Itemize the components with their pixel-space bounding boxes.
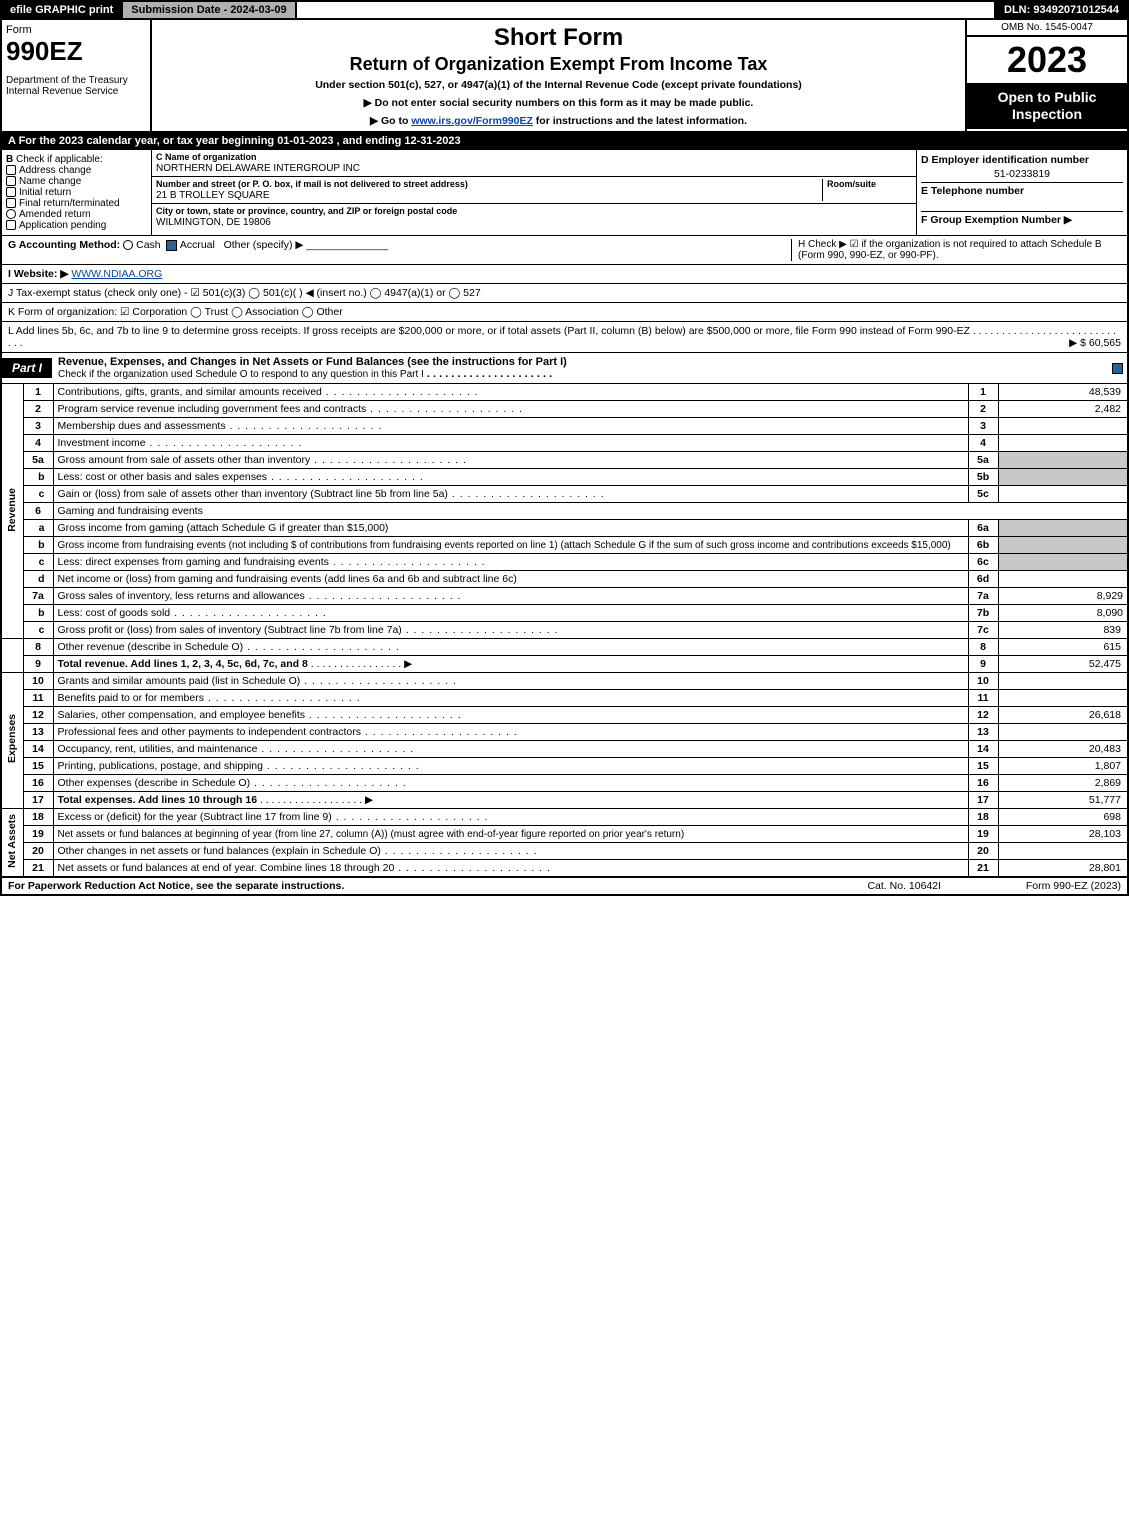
line-17-val: 51,777	[998, 792, 1128, 809]
h-text: H Check ▶ ☑ if the organization is not r…	[791, 239, 1121, 261]
revenue-label: Revenue	[1, 384, 23, 639]
ein: 51-0233819	[921, 166, 1123, 182]
row-gh: G Accounting Method: Cash Accrual Other …	[0, 236, 1129, 265]
col-def: D Employer identification number 51-0233…	[917, 150, 1127, 235]
line-12-val: 26,618	[998, 707, 1128, 724]
dept: Department of the Treasury Internal Reve…	[6, 75, 146, 97]
header-left: Form 990EZ Department of the Treasury In…	[2, 20, 152, 131]
top-bar: efile GRAPHIC print Submission Date - 20…	[0, 0, 1129, 20]
row-l: L Add lines 5b, 6c, and 7b to line 9 to …	[0, 322, 1129, 353]
org-city: WILMINGTON, DE 19806	[156, 217, 271, 228]
expenses-table: Expenses 10Grants and similar amounts pa…	[0, 673, 1129, 809]
row-j: J Tax-exempt status (check only one) - ☑…	[0, 284, 1129, 303]
l-amount: ▶ $ 60,565	[1069, 337, 1121, 349]
warning-ssn: ▶ Do not enter social security numbers o…	[158, 97, 959, 109]
chk-final-return[interactable]	[6, 198, 16, 208]
part1-schedule-o-check[interactable]	[1112, 363, 1123, 374]
line-14-val: 20,483	[998, 741, 1128, 758]
chk-initial-return[interactable]	[6, 187, 16, 197]
irs-link[interactable]: www.irs.gov/Form990EZ	[411, 115, 533, 127]
row-k: K Form of organization: ☑ Corporation ◯ …	[0, 303, 1129, 322]
form-word: Form	[6, 24, 146, 36]
part1-tag: Part I	[2, 358, 52, 378]
line-7a-val: 8,929	[998, 588, 1128, 605]
netassets-label: Net Assets	[1, 809, 23, 877]
subtitle: Under section 501(c), 527, or 4947(a)(1)…	[158, 79, 959, 91]
footer-catno: Cat. No. 10642I	[867, 880, 941, 892]
chk-cash[interactable]	[123, 240, 133, 250]
line-16-val: 2,869	[998, 775, 1128, 792]
line-1-val: 48,539	[998, 384, 1128, 401]
c-city-label: City or town, state or province, country…	[156, 206, 457, 216]
footer-left: For Paperwork Reduction Act Notice, see …	[8, 880, 867, 892]
col-b: B Check if applicable: Address change Na…	[2, 150, 152, 235]
chk-address-change[interactable]	[6, 165, 16, 175]
part1-title: Revenue, Expenses, and Changes in Net As…	[52, 353, 1107, 383]
header-right: OMB No. 1545-0047 2023 Open to Public In…	[967, 20, 1127, 131]
warning-goto: ▶ Go to www.irs.gov/Form990EZ for instru…	[158, 115, 959, 127]
netassets-table: Net Assets 18Excess or (deficit) for the…	[0, 809, 1129, 878]
page-footer: For Paperwork Reduction Act Notice, see …	[0, 878, 1129, 896]
chk-accrual[interactable]	[166, 240, 177, 251]
line-8-val: 615	[998, 639, 1128, 656]
dln: DLN: 93492071012544	[996, 2, 1127, 18]
d-label: D Employer identification number	[921, 154, 1089, 166]
org-name: NORTHERN DELAWARE INTERGROUP INC	[156, 163, 360, 174]
website-link[interactable]: WWW.NDIAA.ORG	[71, 268, 162, 280]
f-label: F Group Exemption Number ▶	[921, 214, 1072, 226]
footer-formref: Form 990-EZ (2023)	[941, 880, 1121, 892]
part1-header: Part I Revenue, Expenses, and Changes in…	[0, 353, 1129, 384]
line-18-val: 698	[998, 809, 1128, 826]
line-15-val: 1,807	[998, 758, 1128, 775]
chk-app-pending[interactable]	[6, 220, 16, 230]
open-to-public: Open to Public Inspection	[967, 83, 1127, 129]
expenses-label: Expenses	[1, 673, 23, 809]
room-label: Room/suite	[827, 179, 876, 189]
header-mid: Short Form Return of Organization Exempt…	[152, 20, 967, 131]
row-a-calendar: A For the 2023 calendar year, or tax yea…	[0, 133, 1129, 150]
line-7b-val: 8,090	[998, 605, 1128, 622]
c-addr-label: Number and street (or P. O. box, if mail…	[156, 179, 468, 189]
c-name-label: C Name of organization	[156, 152, 257, 162]
title-return: Return of Organization Exempt From Incom…	[158, 54, 959, 75]
col-c: C Name of organization NORTHERN DELAWARE…	[152, 150, 917, 235]
line-19-val: 28,103	[998, 826, 1128, 843]
chk-amended[interactable]	[6, 209, 16, 219]
form-header: Form 990EZ Department of the Treasury In…	[0, 20, 1129, 133]
omb-number: OMB No. 1545-0047	[967, 20, 1127, 37]
section-bcdef: B Check if applicable: Address change Na…	[0, 150, 1129, 236]
e-label: E Telephone number	[921, 185, 1024, 197]
form-number: 990EZ	[6, 36, 146, 67]
line-2-val: 2,482	[998, 401, 1128, 418]
line-7c-val: 839	[998, 622, 1128, 639]
tax-year: 2023	[967, 37, 1127, 83]
title-short-form: Short Form	[158, 24, 959, 52]
efile-print[interactable]: efile GRAPHIC print	[2, 2, 123, 18]
row-i: I Website: ▶ WWW.NDIAA.ORG	[0, 265, 1129, 284]
revenue-table: Revenue 1Contributions, gifts, grants, a…	[0, 384, 1129, 673]
line-21-val: 28,801	[998, 860, 1128, 878]
chk-name-change[interactable]	[6, 176, 16, 186]
submission-date: Submission Date - 2024-03-09	[123, 2, 296, 18]
line-9-val: 52,475	[998, 656, 1128, 673]
org-address: 21 B TROLLEY SQUARE	[156, 190, 270, 201]
